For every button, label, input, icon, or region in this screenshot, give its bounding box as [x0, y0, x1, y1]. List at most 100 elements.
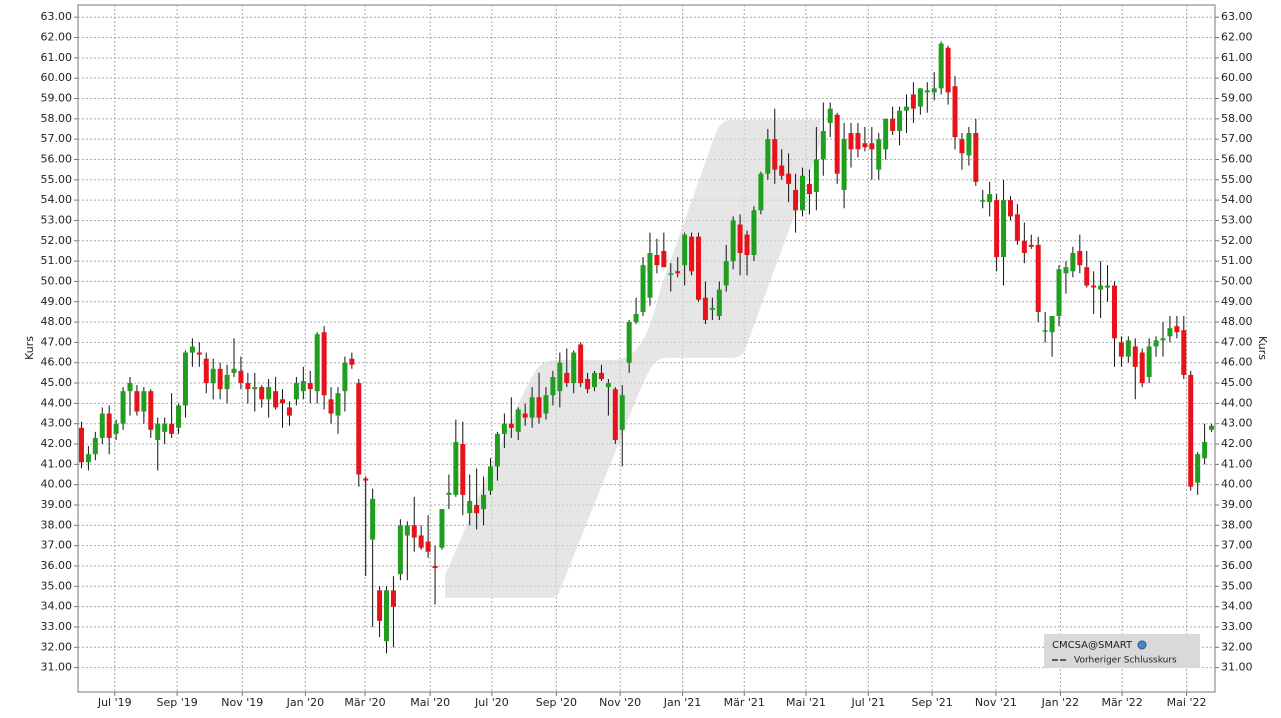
candle-body	[169, 423, 175, 434]
candle-body	[314, 334, 320, 392]
y-tick-label: 40.00	[41, 478, 73, 491]
x-tick-label: Mär '21	[724, 696, 765, 709]
candle-body	[654, 255, 660, 266]
candle-body	[439, 509, 445, 548]
candle-body	[959, 139, 965, 154]
candle-body	[321, 332, 327, 396]
y-tick-label-right: 38.00	[1221, 518, 1253, 531]
x-tick-label: Jul '19	[97, 696, 132, 709]
candle-body	[1028, 244, 1034, 247]
candle-body	[155, 423, 161, 440]
candle-body	[1014, 214, 1020, 241]
candle-body	[903, 106, 909, 111]
candle-body	[134, 391, 140, 412]
candle-body	[127, 383, 133, 392]
y-tick-label-right: 62.00	[1221, 31, 1253, 44]
y-tick-label-right: 41.00	[1221, 457, 1253, 470]
candle-body	[702, 297, 708, 321]
candle-body	[425, 541, 431, 552]
candle-body	[120, 391, 126, 424]
candle-body	[390, 590, 396, 607]
candle-body	[945, 47, 951, 93]
candle-body	[772, 139, 778, 170]
y-tick-label: 34.00	[41, 600, 73, 613]
candle-body	[522, 413, 528, 418]
candle-body	[834, 114, 840, 174]
candle-body	[1091, 285, 1097, 288]
candle-body	[328, 399, 334, 414]
candle-body	[1188, 374, 1194, 487]
candle-body	[848, 133, 854, 150]
x-tick-label: Mär '22	[1101, 696, 1142, 709]
y-tick-label: 57.00	[41, 132, 73, 145]
x-tick-label: Nov '20	[599, 696, 641, 709]
candle-body	[245, 383, 251, 390]
y-tick-label-right: 58.00	[1221, 112, 1253, 125]
candle-body	[924, 90, 930, 93]
y-tick-label: 55.00	[41, 173, 73, 186]
y-tick-label-right: 57.00	[1221, 132, 1253, 145]
candle-body	[1195, 454, 1201, 483]
candle-body	[377, 590, 383, 621]
candle-body	[682, 234, 688, 266]
candle-body	[176, 405, 182, 428]
y-tick-label-right: 52.00	[1221, 234, 1253, 247]
y-tick-label: 36.00	[41, 559, 73, 572]
candle-body	[571, 352, 577, 384]
candle-body	[335, 393, 341, 416]
candle-body	[411, 525, 417, 538]
candle-body	[592, 372, 598, 388]
y-tick-label: 51.00	[41, 254, 73, 267]
candle-body	[633, 313, 639, 323]
y-tick-label: 58.00	[41, 112, 73, 125]
legend-icon	[1137, 640, 1147, 650]
candle-body	[862, 143, 868, 148]
y-axis-label: Kurs	[23, 336, 36, 360]
y-tick-label-right: 56.00	[1221, 152, 1253, 165]
candle-body	[106, 413, 112, 438]
x-tick-label: Jan '22	[1041, 696, 1079, 709]
x-tick-label: Mär '20	[344, 696, 385, 709]
candle-body	[162, 423, 168, 432]
candle-body	[418, 535, 424, 548]
candle-body	[474, 505, 480, 514]
y-tick-label-right: 54.00	[1221, 193, 1253, 206]
x-tick-label: Nov '19	[221, 696, 263, 709]
candle-body	[148, 391, 154, 430]
candle-body	[952, 86, 958, 138]
y-tick-label: 61.00	[41, 51, 73, 64]
y-tick-label-right: 49.00	[1221, 295, 1253, 308]
x-tick-label: Jan '21	[663, 696, 701, 709]
candle-body	[266, 387, 272, 400]
candle-body	[342, 362, 348, 392]
candle-body	[515, 409, 521, 432]
y-tick-label: 54.00	[41, 193, 73, 206]
candle-body	[1007, 200, 1013, 217]
candle-body	[494, 433, 500, 467]
candle-body	[210, 368, 216, 384]
candle-body	[1153, 340, 1159, 347]
candle-body	[973, 133, 979, 182]
candle-body	[293, 383, 299, 400]
candle-body	[578, 344, 584, 384]
legend: CMCSA@SMART Vorheriger Schlusskurs	[1044, 634, 1200, 668]
y-tick-label-right: 42.00	[1221, 437, 1253, 450]
candle-body	[238, 370, 244, 384]
candle-body	[196, 352, 202, 355]
candle-body	[980, 200, 986, 202]
candle-body	[938, 43, 944, 89]
candle-body	[564, 372, 570, 384]
candle-body	[78, 427, 84, 463]
y-tick-label: 62.00	[41, 31, 73, 44]
x-tick-label: Jul '21	[850, 696, 885, 709]
candle-body	[910, 94, 916, 109]
candle-body	[598, 372, 604, 379]
candle-body	[1077, 250, 1083, 266]
x-tick-label: Mai '21	[786, 696, 826, 709]
candle-body	[820, 131, 826, 160]
y-tick-label: 53.00	[41, 213, 73, 226]
candle-body	[113, 423, 119, 434]
candle-body	[890, 118, 896, 132]
